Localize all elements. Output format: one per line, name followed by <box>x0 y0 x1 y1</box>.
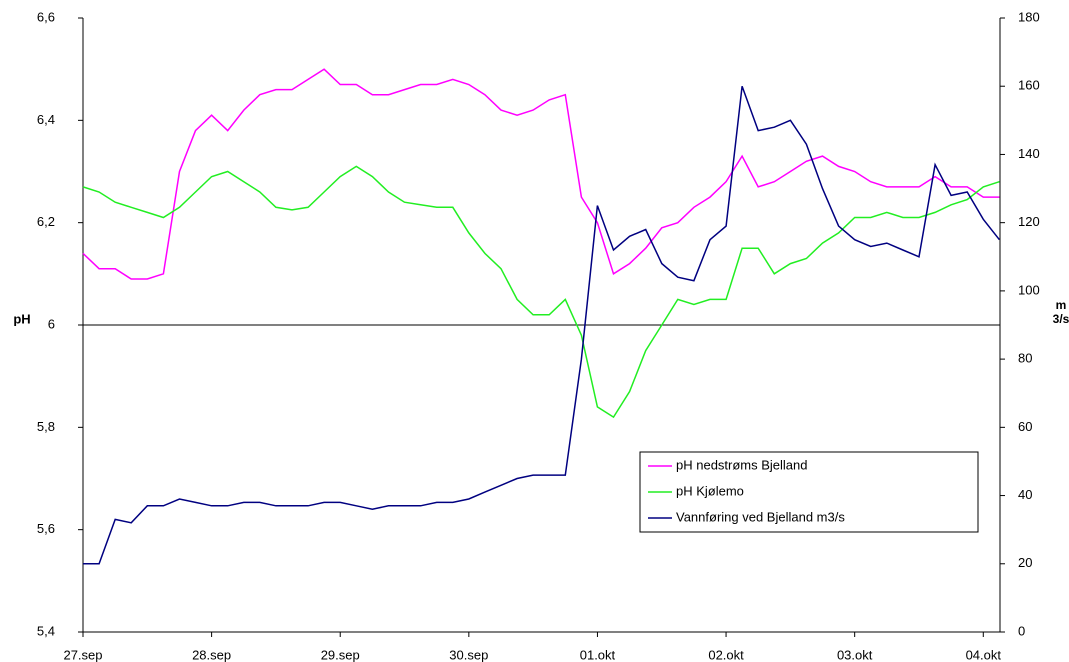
y2-tick-label: 20 <box>1018 555 1032 570</box>
data-line <box>82 68 1000 280</box>
y2-axis-title: m3/s <box>1052 298 1069 326</box>
y-tick-label: 5,8 <box>37 419 55 434</box>
y-tick-label: 5,6 <box>37 521 55 536</box>
y-tick-label: 6 <box>48 316 55 331</box>
data-line <box>83 85 1000 565</box>
y-tick-label: 6,4 <box>37 112 55 127</box>
x-tick-label: 01.okt <box>580 647 616 662</box>
x-tick-label: 27.sep <box>63 647 102 662</box>
legend-label: Vannføring ved Bjelland m3/s <box>676 509 845 524</box>
legend: pH nedstrøms Bjelland pH Kjølemo Vannførin… <box>639 451 979 533</box>
x-tick-label: 30.sep <box>449 647 488 662</box>
y-tick-label: 5,4 <box>37 623 55 638</box>
x-tick-label: 03.okt <box>837 647 873 662</box>
y-axis-title: pH <box>13 311 30 326</box>
y2-tick-label: 0 <box>1018 623 1025 638</box>
y-tick-label: 6,6 <box>37 9 55 24</box>
y2-tick-label: 180 <box>1018 9 1040 24</box>
y2-tick-label: 140 <box>1018 146 1040 161</box>
y2-tick-label: 60 <box>1018 419 1032 434</box>
y2-tick-label: 120 <box>1018 214 1040 229</box>
x-tick-label: 04.okt <box>966 647 1002 662</box>
x-tick-label: 29.sep <box>321 647 360 662</box>
data-line <box>82 165 1000 419</box>
y2-tick-label: 100 <box>1018 282 1040 297</box>
legend-label: pH Kjølemo <box>676 483 744 498</box>
x-tick-label: 28.sep <box>192 647 231 662</box>
y2-tick-label: 40 <box>1018 487 1032 502</box>
y2-tick-label: 160 <box>1018 78 1040 93</box>
x-tick-label: 02.okt <box>708 647 744 662</box>
legend-label: pH nedstrøms Bjelland <box>676 457 808 472</box>
legend-box <box>639 451 979 533</box>
y2-tick-label: 80 <box>1018 351 1032 366</box>
y-tick-label: 6,2 <box>37 214 55 229</box>
